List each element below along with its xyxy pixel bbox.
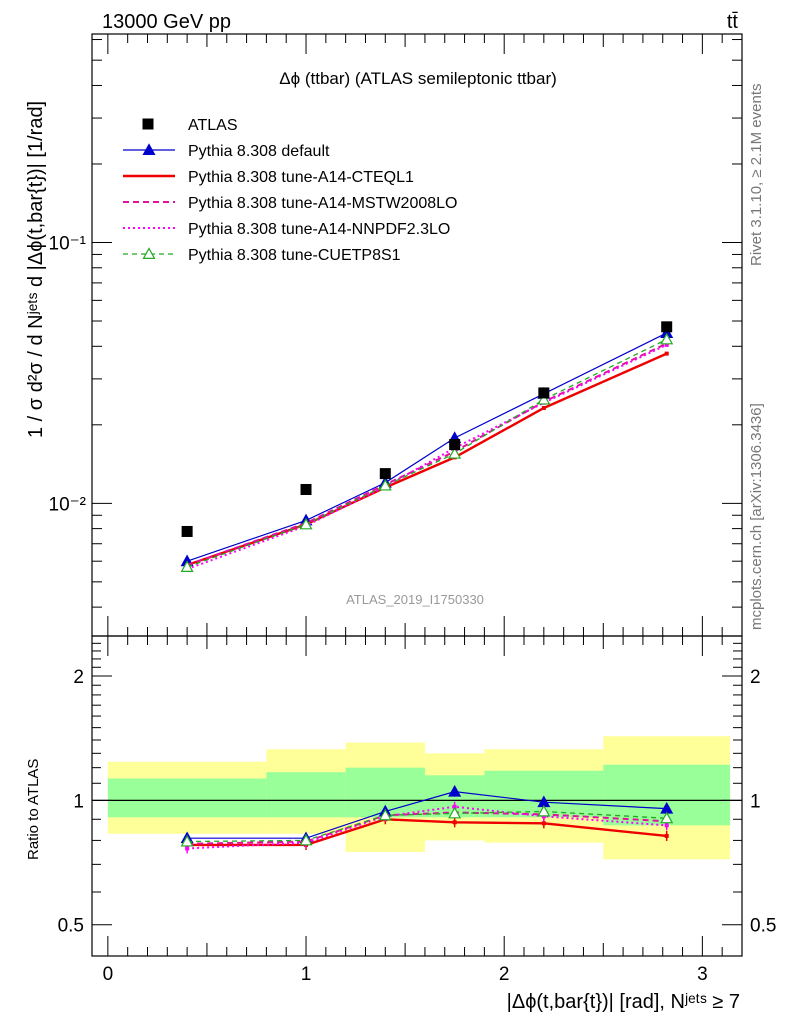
x-axis-label: |Δϕ(t,bar{t})| [rad], Nʲᵉᵗˢ ≥ 7	[507, 991, 740, 1013]
x-tick-label: 3	[697, 964, 708, 985]
ratio-line-mstw	[187, 811, 667, 845]
analysis-id: ATLAS_2019_I1750330	[346, 592, 484, 607]
series-line-default	[186, 332, 667, 562]
energy-label: 13000 GeV pp	[102, 11, 231, 33]
legend-entry-atlas: ATLAS	[142, 117, 238, 134]
data-point-atlas	[449, 439, 461, 451]
series-line-mstw	[186, 342, 668, 566]
main-panel: 10⁻¹ 10⁻²	[49, 33, 743, 637]
series-line-nnpdf	[186, 343, 668, 570]
ratio-point-cuetp	[180, 834, 194, 847]
data-point-cteql1	[541, 405, 546, 410]
ratio-point-cuetp	[378, 808, 392, 821]
data-point-atlas	[538, 387, 550, 399]
ratio-y-tick-label-right: 0.5	[750, 916, 776, 937]
data-point-cuetp	[537, 392, 551, 405]
mcplots-label: mcplots.cern.ch [arXiv:1306.3436]	[748, 403, 765, 630]
ratio-line-cteql1	[187, 818, 667, 847]
ratio-point-cuetp	[448, 806, 462, 819]
legend-entry-default: Pythia 8.308 default	[123, 143, 330, 160]
ratio-line-default	[187, 791, 667, 839]
ratio-point-default	[448, 784, 462, 797]
ratio-point-nnpdf	[664, 823, 669, 828]
ratio-point-cteql1	[541, 821, 546, 826]
ratio-y-tick-label-left: 2	[73, 667, 84, 688]
data-point-nnpdf	[664, 342, 669, 347]
legend-label: Pythia 8.308 tune-A14-NNPDF2.3LO	[188, 221, 450, 238]
ratio-point-cuetp	[299, 833, 313, 846]
legend-marker-default	[142, 143, 156, 155]
ratio-band-green	[107, 778, 267, 818]
legend-label: Pythia 8.308 tune-CUETP8S1	[188, 247, 401, 264]
x-tick-label: 2	[499, 964, 510, 985]
legend-label: Pythia 8.308 default	[188, 143, 330, 160]
ratio-point-cteql1	[664, 833, 669, 838]
ratio-y-tick-label-right: 2	[750, 667, 761, 688]
legend-entry-cuetp: Pythia 8.308 tune-CUETP8S1	[123, 247, 401, 264]
series-line-cteql1	[186, 352, 668, 567]
x-tick-label: 1	[301, 964, 312, 985]
main-y-axis-label: 1 / σ d²σ / d Nʲᵉᵗˢ d |Δϕ(t,bar{t})| [1/…	[25, 101, 47, 438]
ratio-y-tick-label-left: 0.5	[58, 916, 84, 937]
data-point-atlas	[300, 483, 312, 495]
ratio-y-tick-label-right: 1	[750, 791, 761, 812]
data-point-atlas	[181, 525, 193, 537]
y-tick-label: 10⁻¹	[49, 233, 87, 254]
legend-entry-nnpdf: Pythia 8.308 tune-A14-NNPDF2.3LO	[123, 221, 450, 238]
x-tick-label: 0	[103, 964, 114, 985]
data-point-atlas	[379, 468, 391, 480]
data-point-cuetp	[448, 446, 462, 459]
ratio-point-cuetp	[537, 804, 551, 817]
legend-marker-atlas	[142, 118, 154, 130]
legend-marker-cuetp	[142, 247, 156, 259]
data-point-cuetp	[660, 332, 674, 345]
rivet-version-label: Rivet 3.1.10, ≥ 2.1M events	[748, 84, 765, 267]
ratio-y-tick-label-left: 1	[73, 791, 84, 812]
ratio-panel: 0 1 2 3 2 2 1 1 0.5 0.5	[58, 635, 776, 985]
y-tick-label: 10⁻²	[49, 494, 87, 515]
legend: ATLAS Pythia 8.308 default Pythia 8.308 tu…	[123, 117, 457, 264]
plot-title: Δϕ (ttbar) (ATLAS semileptonic ttbar)	[279, 69, 557, 88]
data-point-cuetp	[378, 478, 392, 491]
process-label: tt̄	[727, 11, 739, 33]
ratio-band-green	[266, 772, 346, 818]
ratio-frame	[91, 635, 743, 957]
data-point-cuetp	[180, 560, 194, 573]
legend-entry-cteql1: Pythia 8.308 tune-A14-CTEQL1	[123, 169, 414, 186]
ratio-y-axis-label: Ratio to ATLAS	[25, 759, 42, 860]
legend-entry-mstw: Pythia 8.308 tune-A14-MSTW2008LO	[123, 195, 457, 212]
ratio-point-nnpdf	[185, 846, 190, 851]
ratio-point-cuetp	[660, 811, 674, 824]
ratio-point-cteql1	[452, 820, 457, 825]
legend-label: Pythia 8.308 tune-A14-MSTW2008LO	[188, 195, 457, 212]
series-line-cuetp	[186, 338, 667, 568]
data-point-cteql1	[664, 351, 669, 356]
ratio-line-cuetp	[187, 810, 667, 843]
data-point-cuetp	[299, 517, 313, 530]
legend-label: ATLAS	[188, 117, 238, 134]
data-point-atlas	[661, 321, 673, 333]
legend-label: Pythia 8.308 tune-A14-CTEQL1	[188, 169, 414, 186]
